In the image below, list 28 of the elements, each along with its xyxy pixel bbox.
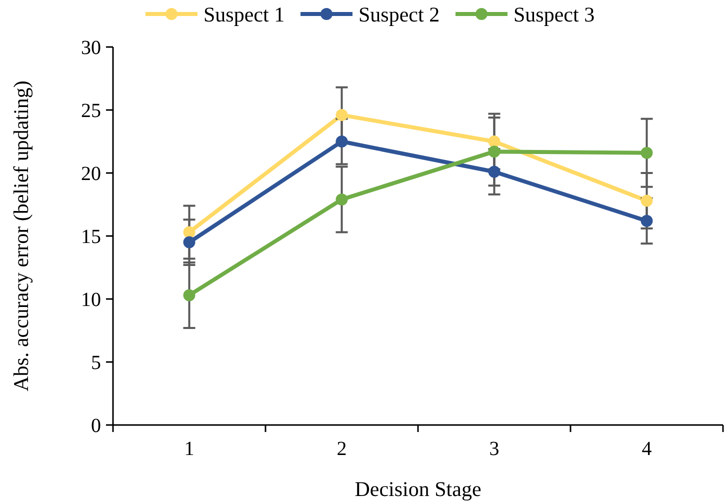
y-tick-label: 30 (81, 37, 101, 59)
point (183, 236, 196, 248)
legend-label: Suspect 2 (358, 2, 440, 26)
point (336, 136, 348, 148)
y-tick-label: 0 (91, 415, 101, 437)
point (488, 166, 500, 178)
x-tick-label: 1 (184, 438, 194, 460)
point (640, 214, 653, 227)
legend-label: Suspect 1 (204, 2, 285, 26)
x-tick-label: 2 (336, 438, 347, 460)
y-tick-label: 10 (81, 289, 101, 311)
point (183, 289, 196, 302)
y-tick-label: 15 (81, 226, 101, 248)
y-tick-label: 25 (81, 100, 101, 122)
point (488, 136, 500, 148)
x-tick-label: 4 (642, 438, 652, 460)
point (640, 146, 653, 159)
x-tick-label: 3 (489, 438, 500, 460)
point (640, 194, 653, 207)
point (183, 226, 196, 238)
y-axis-title: Abs. accuracy error (belief updating) (9, 80, 33, 392)
y-tick-label: 5 (91, 352, 101, 374)
y-tick-label: 20 (81, 163, 101, 185)
x-axis-title: Decision Stage (354, 477, 482, 501)
legend-label: Suspect 3 (514, 2, 595, 26)
point (488, 146, 500, 158)
point (336, 109, 348, 122)
point (336, 193, 348, 206)
